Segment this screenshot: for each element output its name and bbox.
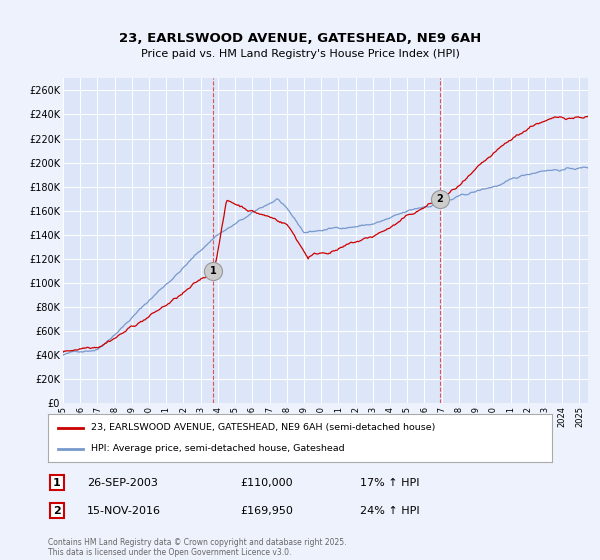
Text: 17% ↑ HPI: 17% ↑ HPI [360, 478, 419, 488]
Text: £169,950: £169,950 [240, 506, 293, 516]
Text: 23, EARLSWOOD AVENUE, GATESHEAD, NE9 6AH: 23, EARLSWOOD AVENUE, GATESHEAD, NE9 6AH [119, 32, 481, 45]
Text: 15-NOV-2016: 15-NOV-2016 [87, 506, 161, 516]
Text: 1: 1 [210, 266, 217, 276]
Text: 2: 2 [53, 506, 61, 516]
Text: 1: 1 [53, 478, 61, 488]
Text: £110,000: £110,000 [240, 478, 293, 488]
Text: 2: 2 [436, 194, 443, 204]
Text: HPI: Average price, semi-detached house, Gateshead: HPI: Average price, semi-detached house,… [91, 444, 344, 453]
Text: 26-SEP-2003: 26-SEP-2003 [87, 478, 158, 488]
Text: Price paid vs. HM Land Registry's House Price Index (HPI): Price paid vs. HM Land Registry's House … [140, 49, 460, 59]
Text: 23, EARLSWOOD AVENUE, GATESHEAD, NE9 6AH (semi-detached house): 23, EARLSWOOD AVENUE, GATESHEAD, NE9 6AH… [91, 423, 435, 432]
Text: Contains HM Land Registry data © Crown copyright and database right 2025.
This d: Contains HM Land Registry data © Crown c… [48, 538, 347, 557]
Text: 24% ↑ HPI: 24% ↑ HPI [360, 506, 419, 516]
